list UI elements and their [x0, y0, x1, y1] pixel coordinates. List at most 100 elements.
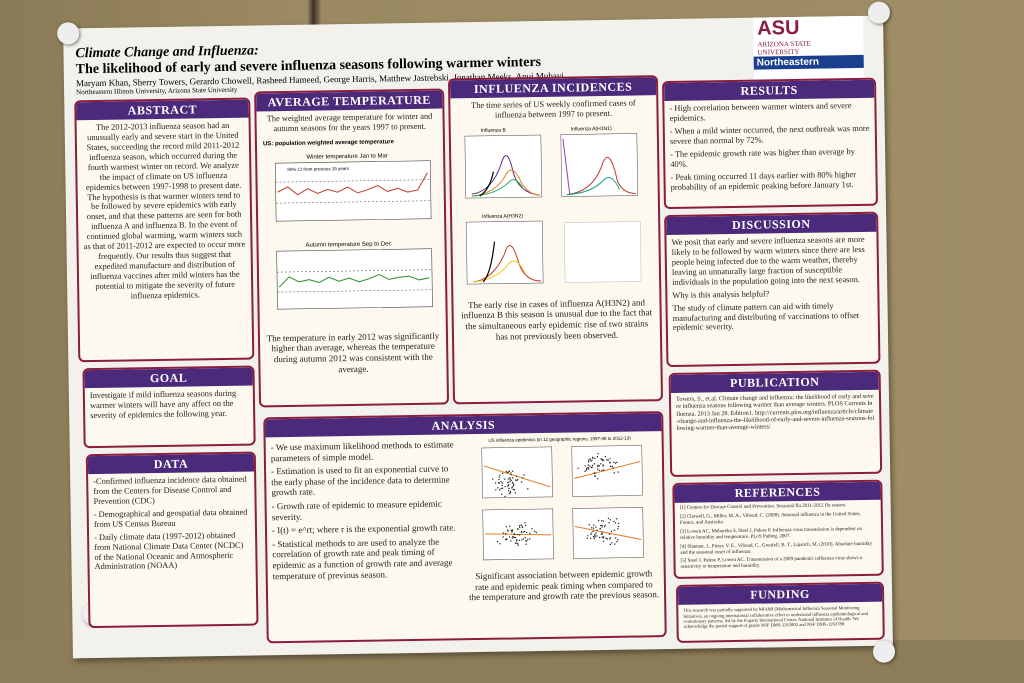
pin — [867, 1, 891, 24]
dot — [506, 471, 509, 474]
dot — [603, 536, 605, 538]
dot — [524, 524, 527, 527]
dot — [511, 470, 514, 472]
dot — [507, 481, 509, 484]
legend-box — [564, 221, 642, 283]
dot — [589, 458, 592, 460]
frame — [464, 134, 543, 199]
dot — [604, 524, 606, 526]
dot — [587, 466, 590, 469]
question: Why is this analysis helpful? — [672, 289, 770, 300]
trace — [479, 171, 494, 197]
analysis-figure: US influenza epidemics (in 12 geographic… — [481, 436, 644, 561]
neiu-logo: Northeastern — [753, 54, 864, 70]
dot — [587, 464, 589, 466]
dot — [609, 465, 612, 468]
dot — [498, 489, 501, 491]
dot — [531, 527, 533, 530]
dot — [516, 542, 518, 544]
dot — [593, 457, 596, 460]
dot — [592, 524, 595, 526]
panel: Influenza B — [464, 127, 543, 199]
section-text: -Confirmed influenza incidence data obta… — [88, 472, 256, 579]
dot — [603, 525, 606, 528]
trace — [566, 156, 636, 196]
dot — [586, 467, 588, 469]
dot — [509, 490, 512, 493]
item: - Peak timing occurred 11 days earlier w… — [670, 169, 857, 192]
dot — [597, 452, 599, 455]
item: - Demographical and geospatial data obta… — [93, 507, 248, 529]
dot — [508, 487, 510, 490]
dot — [607, 517, 610, 520]
dot — [605, 537, 607, 540]
dot — [586, 537, 588, 540]
item: - Daily climate data (1997-2012) obtaine… — [94, 530, 244, 572]
dot — [616, 540, 618, 543]
dot — [507, 489, 510, 492]
pin — [57, 22, 80, 45]
dot — [609, 538, 611, 540]
dot — [609, 457, 611, 460]
dot — [595, 526, 597, 528]
dot — [509, 525, 511, 527]
trace — [482, 241, 496, 283]
dot — [593, 538, 595, 540]
panel-title: Influenza B — [481, 127, 507, 133]
dot — [500, 481, 502, 483]
dot — [518, 539, 521, 542]
dot — [529, 538, 531, 540]
dot — [529, 532, 531, 534]
dot — [613, 520, 615, 523]
fit-line — [574, 526, 642, 540]
dot — [611, 542, 613, 544]
item: - High correlation between warmer winter… — [669, 101, 852, 124]
figure-title: US: population weighted average temperat… — [263, 139, 395, 147]
dot — [526, 531, 528, 534]
dot — [515, 479, 517, 481]
item: - Growth rate of epidemic to measure epi… — [271, 498, 442, 522]
dot — [517, 543, 519, 545]
dot — [512, 485, 515, 487]
trace — [566, 177, 621, 196]
dot — [584, 470, 586, 472]
section-text: Investigate if mild influenza seasons du… — [89, 388, 237, 421]
item: [2] Chowell, G., Miller, M. A., Viboud, … — [679, 512, 861, 526]
dot — [526, 540, 528, 542]
temperature: AVERAGE TEMPERATURE The weighted average… — [254, 88, 450, 408]
dot — [508, 536, 511, 538]
item: - Statistical methods to are used to ana… — [272, 536, 453, 581]
results: RESULTS - High correlation between warme… — [662, 77, 878, 210]
dot — [516, 528, 519, 530]
dot — [511, 481, 514, 483]
dot — [501, 484, 503, 487]
answer: The study of climate pattern can aid wit… — [672, 301, 860, 333]
panel — [481, 446, 553, 499]
dot — [524, 522, 526, 524]
dot — [614, 462, 617, 464]
funding: FUNDING This research was partially supp… — [675, 581, 885, 643]
dot — [511, 530, 513, 532]
dot — [521, 526, 524, 529]
dot — [608, 521, 610, 524]
dot — [502, 532, 504, 534]
section-text: We posit that early and severe influenza… — [666, 232, 878, 339]
dot — [509, 478, 511, 480]
dot — [525, 543, 527, 545]
dot — [592, 536, 595, 538]
panel-title: Autumn temperature Sep to Dec — [305, 241, 391, 248]
dot — [508, 492, 511, 495]
dot — [600, 463, 602, 465]
dot — [599, 524, 602, 527]
dot — [594, 535, 596, 537]
dot — [495, 489, 497, 491]
dot — [597, 519, 600, 522]
dot — [609, 543, 612, 546]
panel: Influenza A(H3N2) — [465, 213, 544, 285]
section-text: The weighted average temperature for win… — [266, 111, 433, 134]
trace — [471, 169, 540, 197]
dot — [507, 485, 509, 487]
item: - We use maximum likelihood methods to e… — [270, 439, 454, 463]
dot — [588, 524, 590, 526]
